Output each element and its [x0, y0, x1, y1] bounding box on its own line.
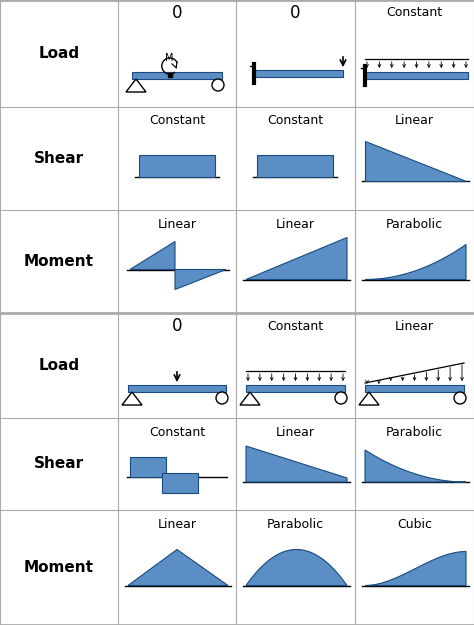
Polygon shape	[126, 79, 146, 92]
Polygon shape	[365, 244, 466, 279]
Bar	[365, 385, 464, 392]
Text: Moment: Moment	[24, 560, 94, 575]
Polygon shape	[365, 551, 466, 586]
Text: Shear: Shear	[34, 151, 84, 166]
Text: Linear: Linear	[395, 319, 434, 332]
Polygon shape	[130, 241, 175, 269]
Circle shape	[216, 392, 228, 404]
Bar	[257, 154, 334, 176]
Bar	[128, 385, 226, 392]
Bar	[130, 457, 166, 477]
Text: M: M	[164, 53, 173, 63]
Text: Constant: Constant	[267, 319, 324, 332]
Circle shape	[212, 79, 224, 91]
Circle shape	[454, 392, 466, 404]
Text: Parabolic: Parabolic	[386, 426, 443, 439]
Polygon shape	[246, 238, 347, 279]
Text: 0: 0	[172, 4, 182, 22]
Text: Cubic: Cubic	[397, 518, 432, 531]
Polygon shape	[240, 392, 260, 405]
Bar	[365, 72, 468, 79]
Text: Shear: Shear	[34, 456, 84, 471]
Polygon shape	[365, 141, 466, 181]
Text: Linear: Linear	[157, 518, 197, 531]
Text: Constant: Constant	[386, 6, 443, 19]
Polygon shape	[246, 446, 347, 482]
Text: Load: Load	[38, 46, 80, 61]
Polygon shape	[359, 392, 379, 405]
Polygon shape	[246, 549, 347, 586]
Bar	[139, 154, 215, 176]
Polygon shape	[175, 269, 226, 289]
Text: Linear: Linear	[276, 426, 315, 439]
Text: Parabolic: Parabolic	[386, 217, 443, 231]
Text: Parabolic: Parabolic	[267, 518, 324, 531]
Bar	[254, 70, 343, 77]
Circle shape	[335, 392, 347, 404]
Text: 0: 0	[290, 4, 301, 22]
Text: Constant: Constant	[149, 426, 205, 439]
Polygon shape	[128, 549, 228, 586]
Text: Load: Load	[38, 358, 80, 373]
Text: Linear: Linear	[157, 217, 197, 231]
Bar	[132, 72, 222, 79]
Bar	[246, 385, 345, 392]
Text: Constant: Constant	[149, 114, 205, 128]
Polygon shape	[122, 392, 142, 405]
Polygon shape	[365, 450, 466, 482]
Text: Moment: Moment	[24, 254, 94, 269]
Text: 0: 0	[172, 317, 182, 335]
Text: Linear: Linear	[276, 217, 315, 231]
Text: Constant: Constant	[267, 114, 324, 128]
Text: Linear: Linear	[395, 114, 434, 128]
Bar	[162, 473, 198, 493]
